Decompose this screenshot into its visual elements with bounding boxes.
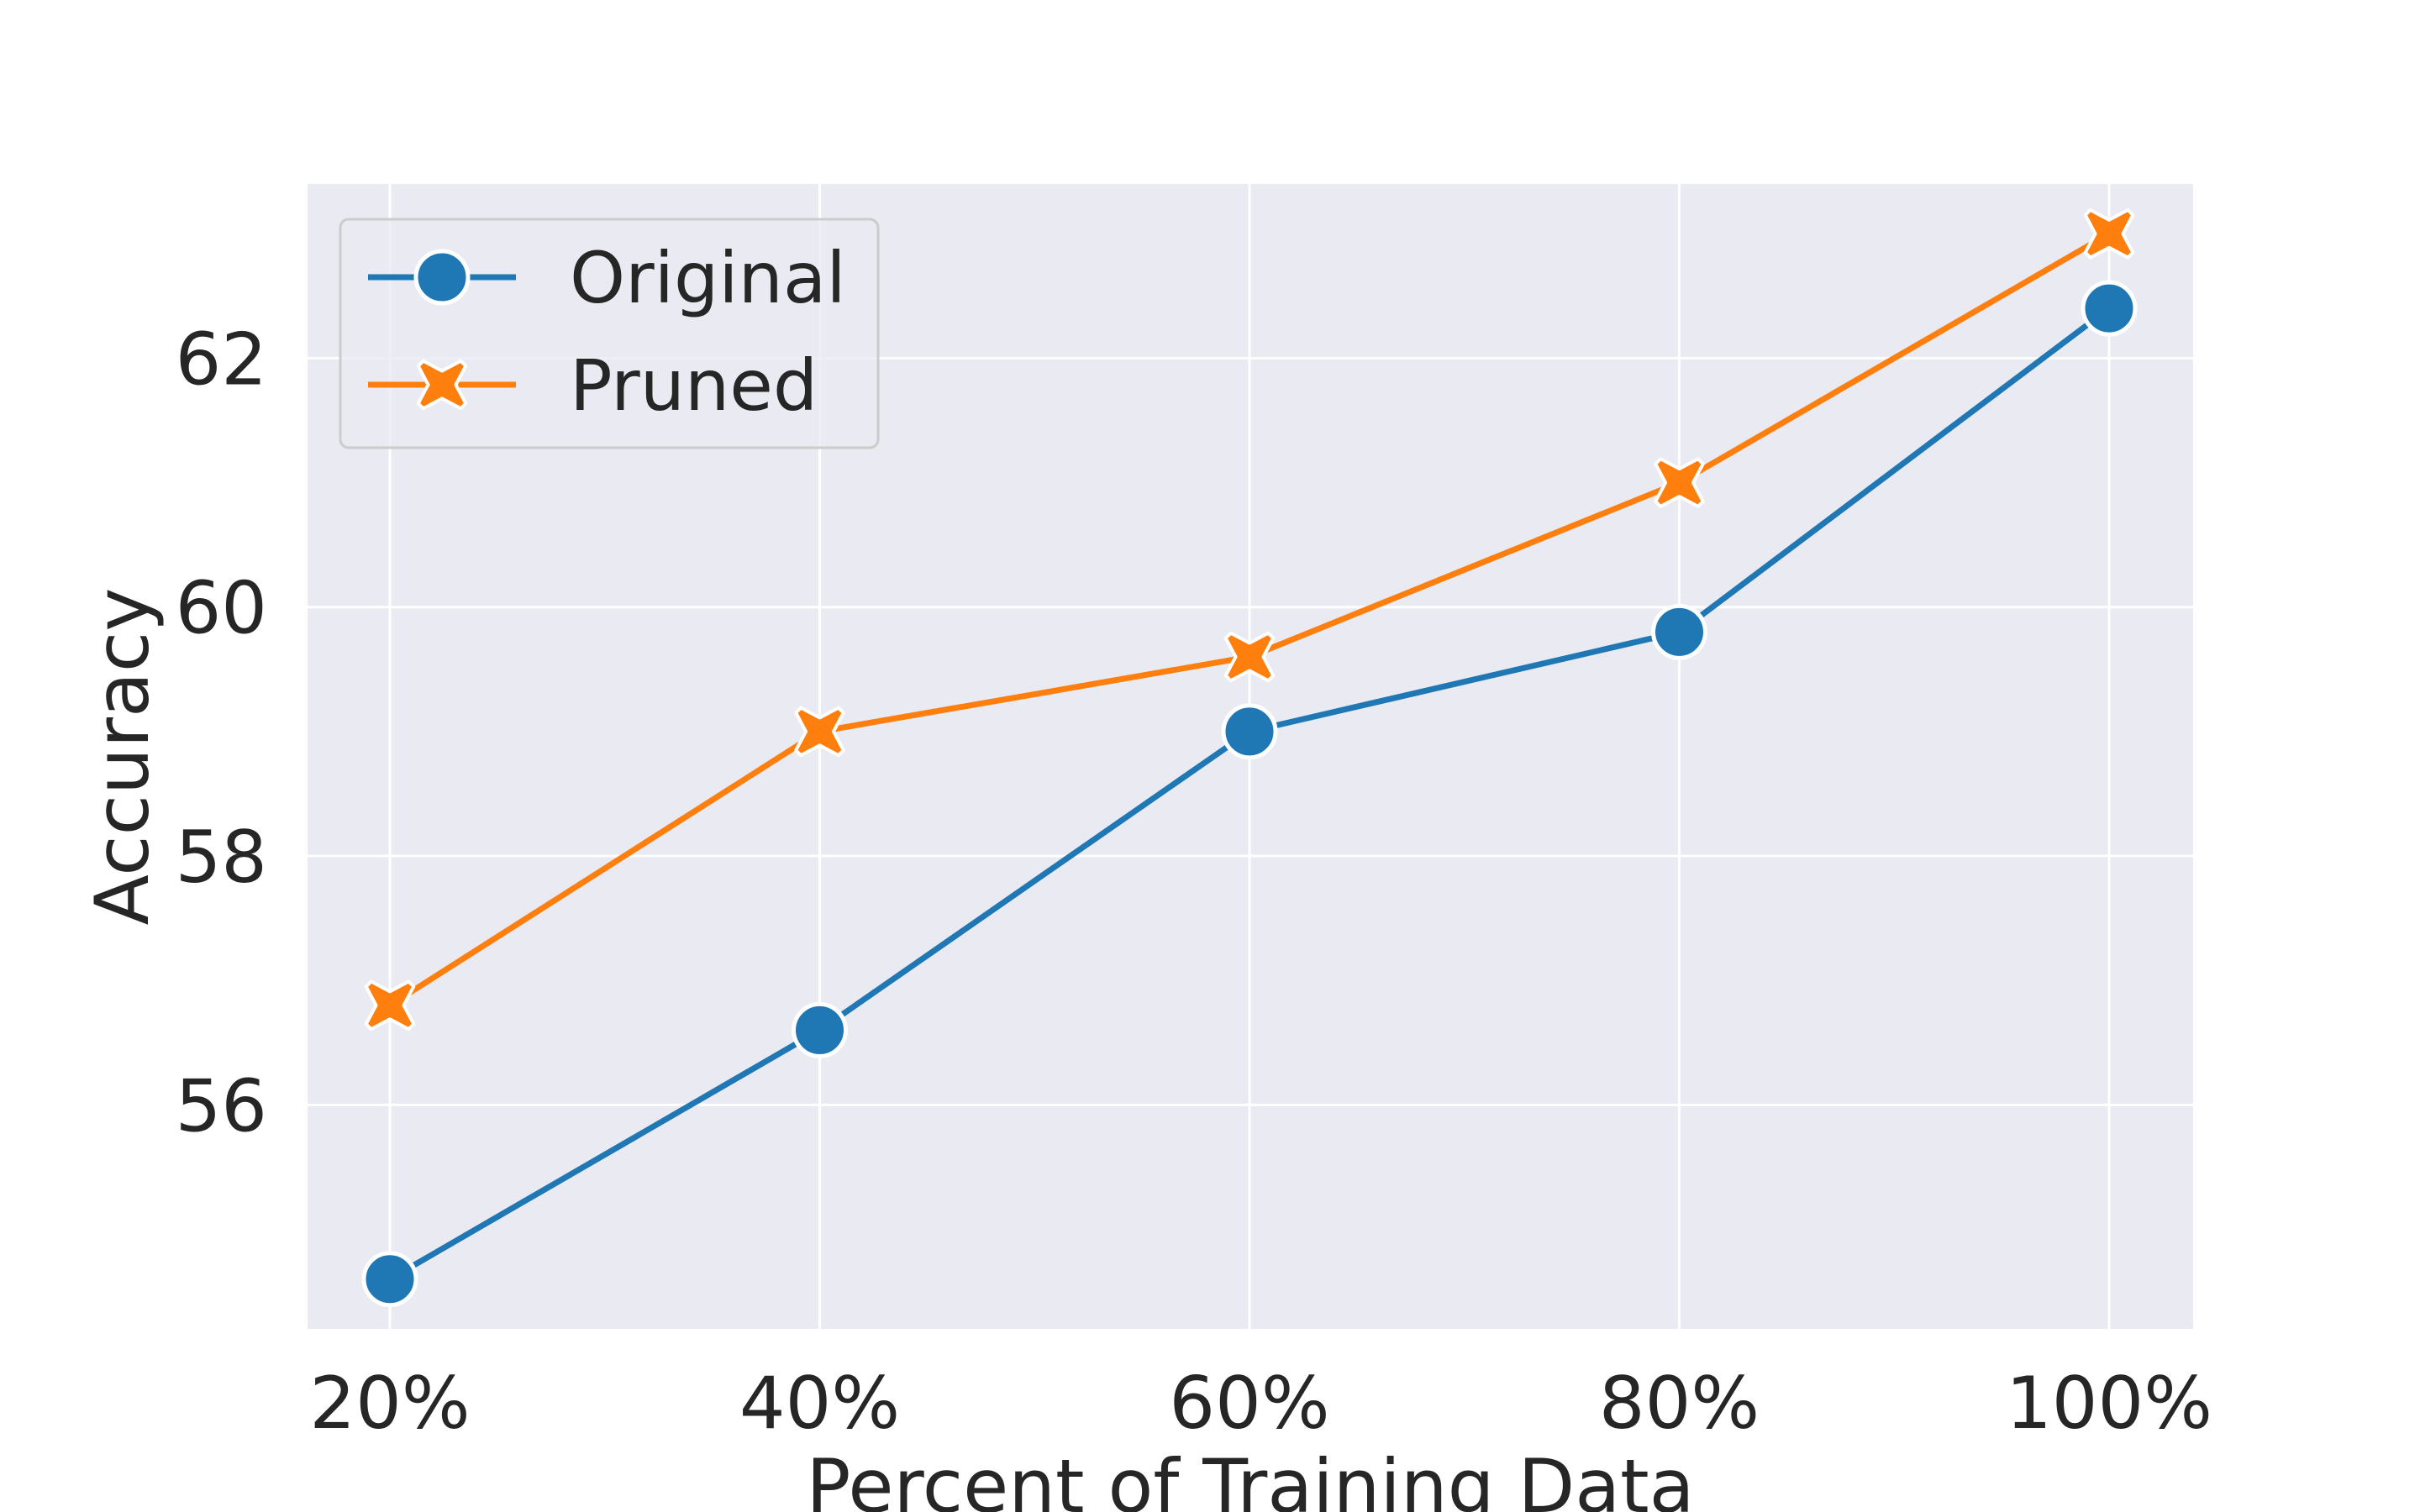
- series-pruned: [364, 207, 2135, 1032]
- data-point: [792, 1001, 848, 1058]
- x-tick-label: 40%: [739, 1362, 900, 1446]
- legend-item: Original: [368, 237, 846, 319]
- y-tick-label: 58: [176, 816, 267, 900]
- data-point: [364, 979, 416, 1032]
- y-tick-label: 56: [176, 1064, 267, 1148]
- y-axis-ticks: 56 58 60 62: [176, 318, 267, 1148]
- x-tick-label: 100%: [2006, 1362, 2212, 1446]
- legend-marker: [413, 249, 471, 306]
- x-axis-label: Percent of Training Data: [806, 1443, 1694, 1512]
- data-point: [1651, 603, 1707, 660]
- legend-marker: [416, 359, 468, 411]
- series-original: [361, 280, 2138, 1308]
- legend-item: Pruned: [368, 344, 818, 427]
- data-point: [1654, 457, 1705, 508]
- y-tick-label: 60: [176, 567, 267, 651]
- data-point: [794, 706, 845, 758]
- legend: Original Pruned: [339, 218, 880, 449]
- x-tick-label: 80%: [1599, 1362, 1760, 1446]
- x-axis-ticks: 20% 40% 60% 80% 100%: [309, 1362, 2212, 1446]
- series-layer: [361, 207, 2138, 1308]
- legend-label: Original: [570, 237, 846, 319]
- data-point: [361, 1251, 418, 1308]
- x-tick-label: 20%: [309, 1362, 470, 1446]
- y-tick-label: 62: [176, 318, 267, 402]
- data-point: [1221, 703, 1278, 760]
- data-point: [1223, 631, 1276, 683]
- data-point: [2081, 280, 2138, 337]
- legend-label: Pruned: [570, 344, 818, 427]
- data-point: [2083, 207, 2135, 260]
- x-tick-label: 60%: [1169, 1362, 1329, 1446]
- y-axis-label: Accuracy: [79, 588, 166, 926]
